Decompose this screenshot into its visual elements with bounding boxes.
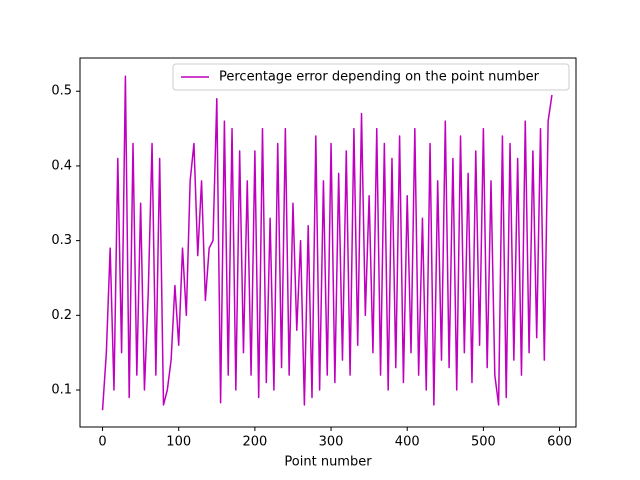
x-axis-label: Point number bbox=[284, 455, 372, 470]
plot-frame bbox=[79, 57, 577, 428]
x-tick-label: 200 bbox=[242, 435, 267, 450]
x-tick-label: 600 bbox=[547, 435, 572, 450]
x-tick-label: 0 bbox=[98, 435, 106, 450]
y-tick-label: 0.5 bbox=[51, 84, 72, 99]
x-tick-label: 300 bbox=[319, 435, 344, 450]
data-line bbox=[101, 75, 553, 411]
legend-label: Percentage error depending on the point … bbox=[219, 70, 540, 85]
x-tick-label: 100 bbox=[166, 435, 191, 450]
x-tick-label: 500 bbox=[471, 435, 496, 450]
x-tick-label: 400 bbox=[395, 435, 420, 450]
y-tick-label: 0.1 bbox=[51, 383, 72, 398]
y-tick-label: 0.3 bbox=[51, 233, 72, 248]
legend-box bbox=[172, 63, 570, 91]
y-tick-label: 0.2 bbox=[51, 308, 72, 323]
y-tick-label: 0.4 bbox=[51, 158, 72, 173]
